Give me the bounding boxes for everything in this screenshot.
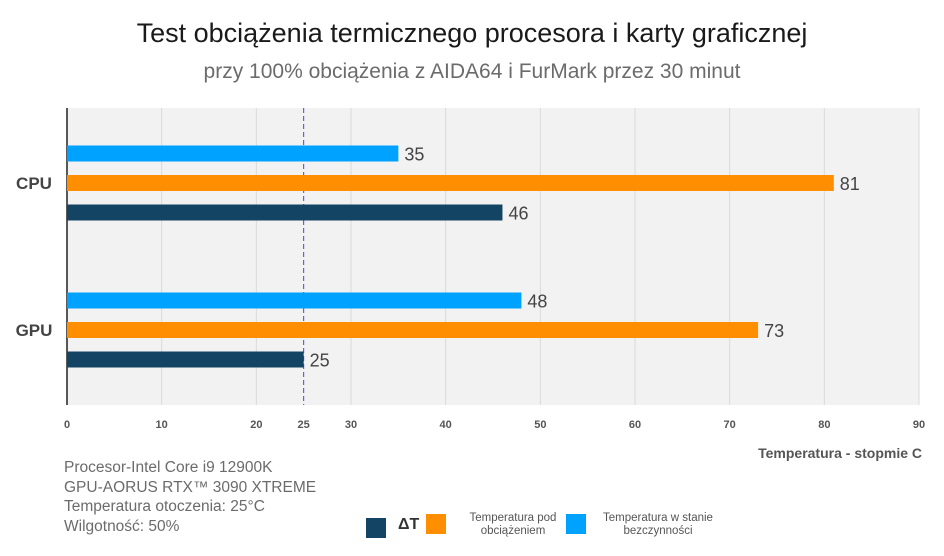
x-tick-label: 70 xyxy=(724,419,736,431)
x-tick-label: 80 xyxy=(818,419,830,431)
note-cpu: Procesor-Intel Core i9 12900K xyxy=(64,459,273,476)
legend-label: Temperatura w stanie bezczynności xyxy=(603,512,713,537)
note-humidity: Wilgotność: 50% xyxy=(64,517,180,535)
x-tick-label: 90 xyxy=(913,419,925,431)
data-label: 35 xyxy=(404,145,424,165)
bar xyxy=(67,175,834,191)
note-ambient-temp: Temperatura otoczenia: 25°C xyxy=(64,498,265,515)
legend-swatch xyxy=(566,514,586,534)
bar xyxy=(67,292,522,309)
legend-item-delta: ΔT xyxy=(366,516,419,538)
bar xyxy=(67,145,399,162)
bar xyxy=(67,322,759,338)
bar-chart: 0 10 20 25 30 40 50 60 70 80 90 CPU 35 81 46 GPU 48 73 25 xyxy=(16,108,925,431)
chart-subtitle: przy 100% obciążenia z AIDA64 i FurMark … xyxy=(203,60,741,83)
legend-label: Temperatura pod obciążeniem xyxy=(469,512,557,537)
category-label: CPU xyxy=(16,174,52,193)
x-tick-label: 10 xyxy=(156,419,168,431)
x-tick-label: 60 xyxy=(629,419,641,431)
x-tick-label: 40 xyxy=(440,419,452,431)
legend-swatch xyxy=(426,514,446,534)
x-tick-label: 30 xyxy=(345,419,357,431)
x-tick-label: 20 xyxy=(250,419,262,431)
x-tick-label: 50 xyxy=(534,419,546,431)
legend-swatch xyxy=(366,518,386,538)
data-label: 48 xyxy=(527,292,547,312)
test-notes: Procesor-Intel Core i9 12900K GPU-AORUS … xyxy=(64,458,316,536)
data-label: 81 xyxy=(840,174,860,194)
x-tick-label: 0 xyxy=(64,419,70,431)
data-label: 25 xyxy=(310,351,330,371)
x-axis-label: Temperatura - stopmie C xyxy=(758,445,922,461)
note-gpu: GPU-AORUS RTX™ 3090 XTREME xyxy=(64,478,317,496)
bar xyxy=(67,204,503,221)
legend-item-load: Temperatura pod obciążeniem xyxy=(426,512,568,538)
legend-item-idle: Temperatura w stanie bezczynności xyxy=(566,512,718,538)
x-tick-label: 25 xyxy=(298,419,310,431)
category-label: GPU xyxy=(16,321,53,340)
chart-title: Test obciążenia termicznego procesora i … xyxy=(136,18,808,48)
bar xyxy=(67,351,304,368)
data-label: 73 xyxy=(764,321,784,341)
data-label: 46 xyxy=(508,204,528,224)
legend-label: ΔT xyxy=(398,516,420,533)
